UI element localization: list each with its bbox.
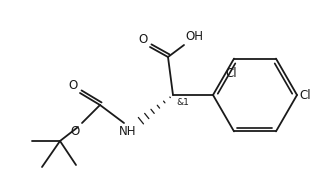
Text: Cl: Cl xyxy=(299,88,311,101)
Text: &1: &1 xyxy=(176,98,189,107)
Text: OH: OH xyxy=(185,30,203,43)
Text: O: O xyxy=(69,79,78,92)
Text: NH: NH xyxy=(119,125,136,138)
Text: O: O xyxy=(139,33,148,46)
Text: O: O xyxy=(71,125,80,138)
Text: Cl: Cl xyxy=(225,67,237,80)
